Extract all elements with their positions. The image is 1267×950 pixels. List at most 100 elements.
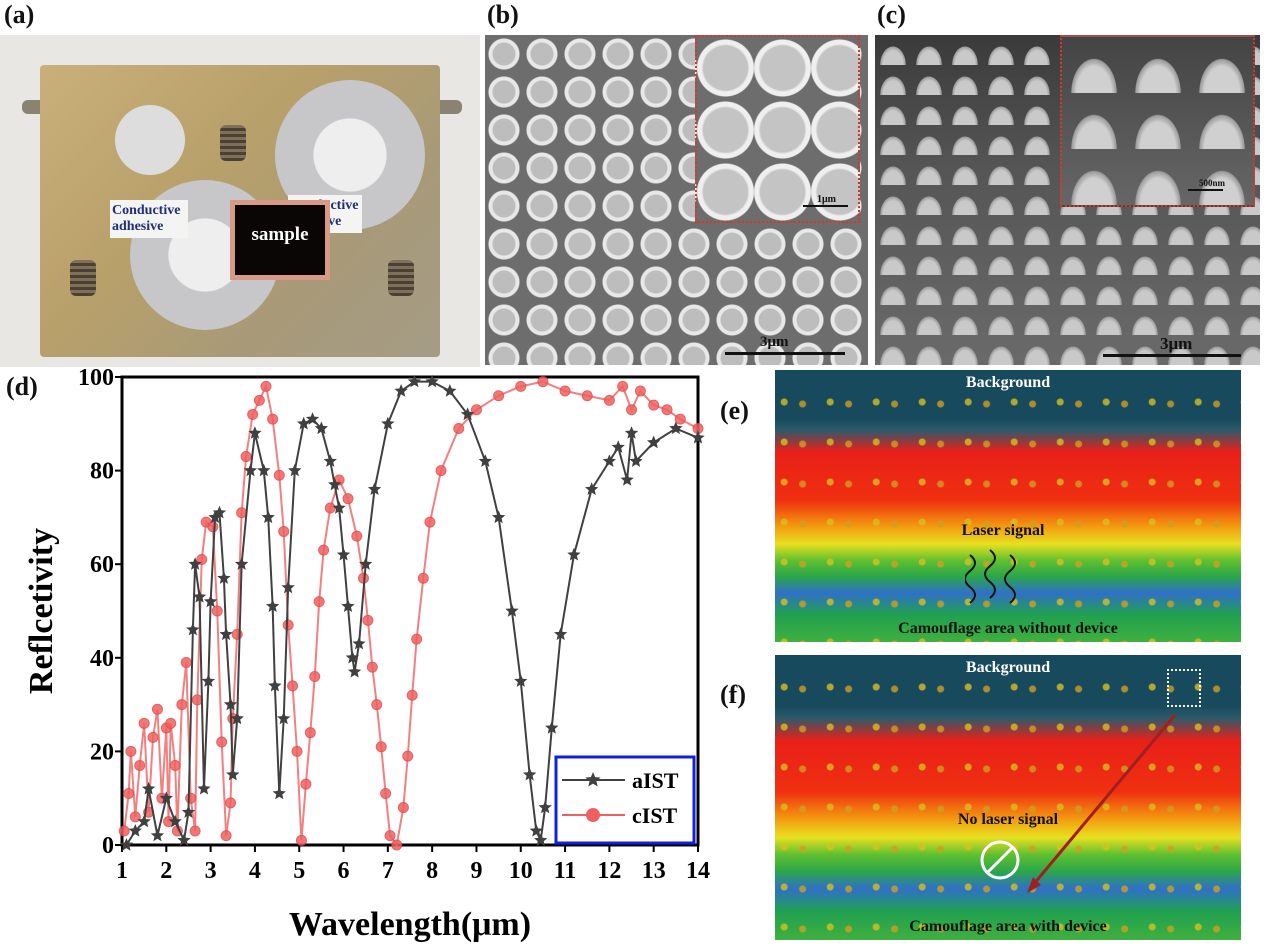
- data-point-cIST: [559, 385, 571, 397]
- data-point-aIST: [305, 412, 320, 425]
- panel-label-b: (b): [487, 0, 519, 29]
- data-point-cIST: [267, 413, 279, 425]
- data-point-aIST: [288, 463, 302, 477]
- data-point-cIST: [417, 572, 429, 584]
- data-point-aIST: [219, 627, 233, 641]
- x-tick-label: 10: [509, 858, 533, 884]
- sem-image-tilted-view: 500nm 3μm: [875, 35, 1260, 365]
- data-point-cIST: [351, 530, 363, 542]
- y-tick-label: 60: [90, 552, 114, 578]
- lidar-image-without-device: Background Laser signal Camouflage area …: [775, 370, 1241, 642]
- legend-marker-cIST: [586, 808, 600, 822]
- data-point-aIST: [223, 697, 238, 711]
- data-point-aIST: [272, 786, 286, 800]
- data-point-cIST: [674, 413, 686, 425]
- data-point-aIST: [341, 599, 355, 612]
- data-point-cIST: [260, 380, 272, 392]
- data-point-aIST: [523, 767, 537, 781]
- lidar-image-with-device: Background No laser signal Camouflage ar…: [775, 655, 1241, 940]
- data-point-aIST: [243, 463, 258, 477]
- background-label: Background: [965, 659, 1051, 676]
- reflectivity-chart: 1 2 3 4 5 6 7 8 9 10 11 12 13 14020406080100aISTcIST …: [23, 365, 710, 943]
- data-point-aIST: [192, 590, 207, 603]
- data-point-aIST: [141, 781, 156, 795]
- x-axis-label: Wavelength(μm): [289, 906, 531, 943]
- data-point-aIST: [204, 594, 218, 608]
- legend-box: [554, 755, 696, 845]
- x-tick-label: 4: [249, 858, 261, 884]
- data-point-cIST: [125, 745, 137, 757]
- data-point-aIST: [188, 557, 202, 570]
- data-point-cIST: [189, 825, 201, 837]
- data-point-aIST: [367, 482, 382, 495]
- background-sample-box: [1167, 669, 1201, 707]
- data-point-aIST: [277, 711, 291, 725]
- x-tick-label: 1: [116, 858, 128, 884]
- data-point-cIST: [537, 376, 549, 388]
- data-point-aIST: [359, 557, 373, 570]
- legend-label-cIST: cIST: [632, 803, 678, 828]
- data-point-aIST: [235, 557, 249, 570]
- data-point-cIST: [247, 408, 259, 420]
- data-point-cIST: [138, 717, 150, 729]
- data-point-aIST: [538, 800, 552, 814]
- data-point-cIST: [493, 390, 505, 402]
- y-tick-label: 0: [102, 833, 114, 859]
- data-point-aIST: [119, 838, 134, 851]
- series-cIST: [118, 376, 704, 851]
- y-tick-label: 20: [90, 739, 114, 765]
- data-point-aIST: [328, 477, 342, 491]
- x-tick-label: 3: [205, 858, 217, 884]
- y-axis-label: Reflcetivity: [23, 528, 60, 694]
- data-point-cIST: [626, 404, 638, 416]
- data-point-cIST: [515, 380, 527, 392]
- sem-inset-zoom: 500nm: [1060, 35, 1255, 207]
- data-point-cIST: [342, 493, 354, 505]
- x-tick-label: 13: [642, 858, 666, 884]
- legend-marker-aIST: [585, 772, 601, 787]
- y-tick-label: 100: [78, 365, 114, 391]
- data-point-aIST: [345, 650, 360, 664]
- laser-signal-label: Laser signal: [961, 522, 1045, 539]
- data-point-aIST: [159, 791, 173, 804]
- data-point-cIST: [470, 404, 482, 416]
- data-point-cIST: [282, 619, 294, 631]
- data-point-cIST: [295, 834, 307, 846]
- data-point-cIST: [309, 671, 321, 683]
- data-point-cIST: [118, 825, 130, 837]
- data-point-cIST: [648, 399, 660, 411]
- data-point-cIST: [236, 507, 248, 519]
- data-point-aIST: [268, 678, 282, 692]
- data-point-aIST: [168, 814, 182, 828]
- data-point-aIST: [620, 473, 634, 486]
- data-point-aIST: [336, 547, 351, 561]
- series-aIST: [119, 374, 705, 851]
- scale-label: 3μm: [760, 334, 789, 350]
- legend-label-aIST: aIST: [632, 768, 679, 793]
- data-point-cIST: [318, 544, 330, 556]
- panel-label-e: (e): [720, 396, 749, 425]
- data-point-aIST: [186, 622, 200, 636]
- camouflage-area-label: Camouflage area without device: [898, 620, 1118, 637]
- x-tick-label: 8: [426, 858, 438, 884]
- data-point-cIST: [220, 830, 232, 842]
- data-point-cIST: [397, 802, 409, 814]
- data-point-cIST: [435, 465, 447, 477]
- data-point-aIST: [217, 571, 231, 584]
- data-point-cIST: [617, 380, 629, 392]
- data-point-aIST: [534, 833, 548, 846]
- legend: aIST cIST: [554, 755, 696, 845]
- data-point-aIST: [529, 824, 543, 837]
- data-point-cIST: [661, 404, 673, 416]
- data-point-aIST: [505, 604, 519, 617]
- data-point-cIST: [240, 451, 252, 463]
- data-point-cIST: [216, 736, 228, 748]
- data-point-aIST: [332, 501, 346, 514]
- data-point-cIST: [147, 731, 159, 743]
- panel-label-a: (a): [4, 0, 35, 29]
- data-point-aIST: [208, 510, 222, 524]
- camouflage-area-label: Camouflage area with device: [909, 918, 1107, 935]
- data-point-cIST: [273, 469, 285, 481]
- x-tick-label: 6: [338, 858, 350, 884]
- data-point-cIST: [123, 788, 135, 800]
